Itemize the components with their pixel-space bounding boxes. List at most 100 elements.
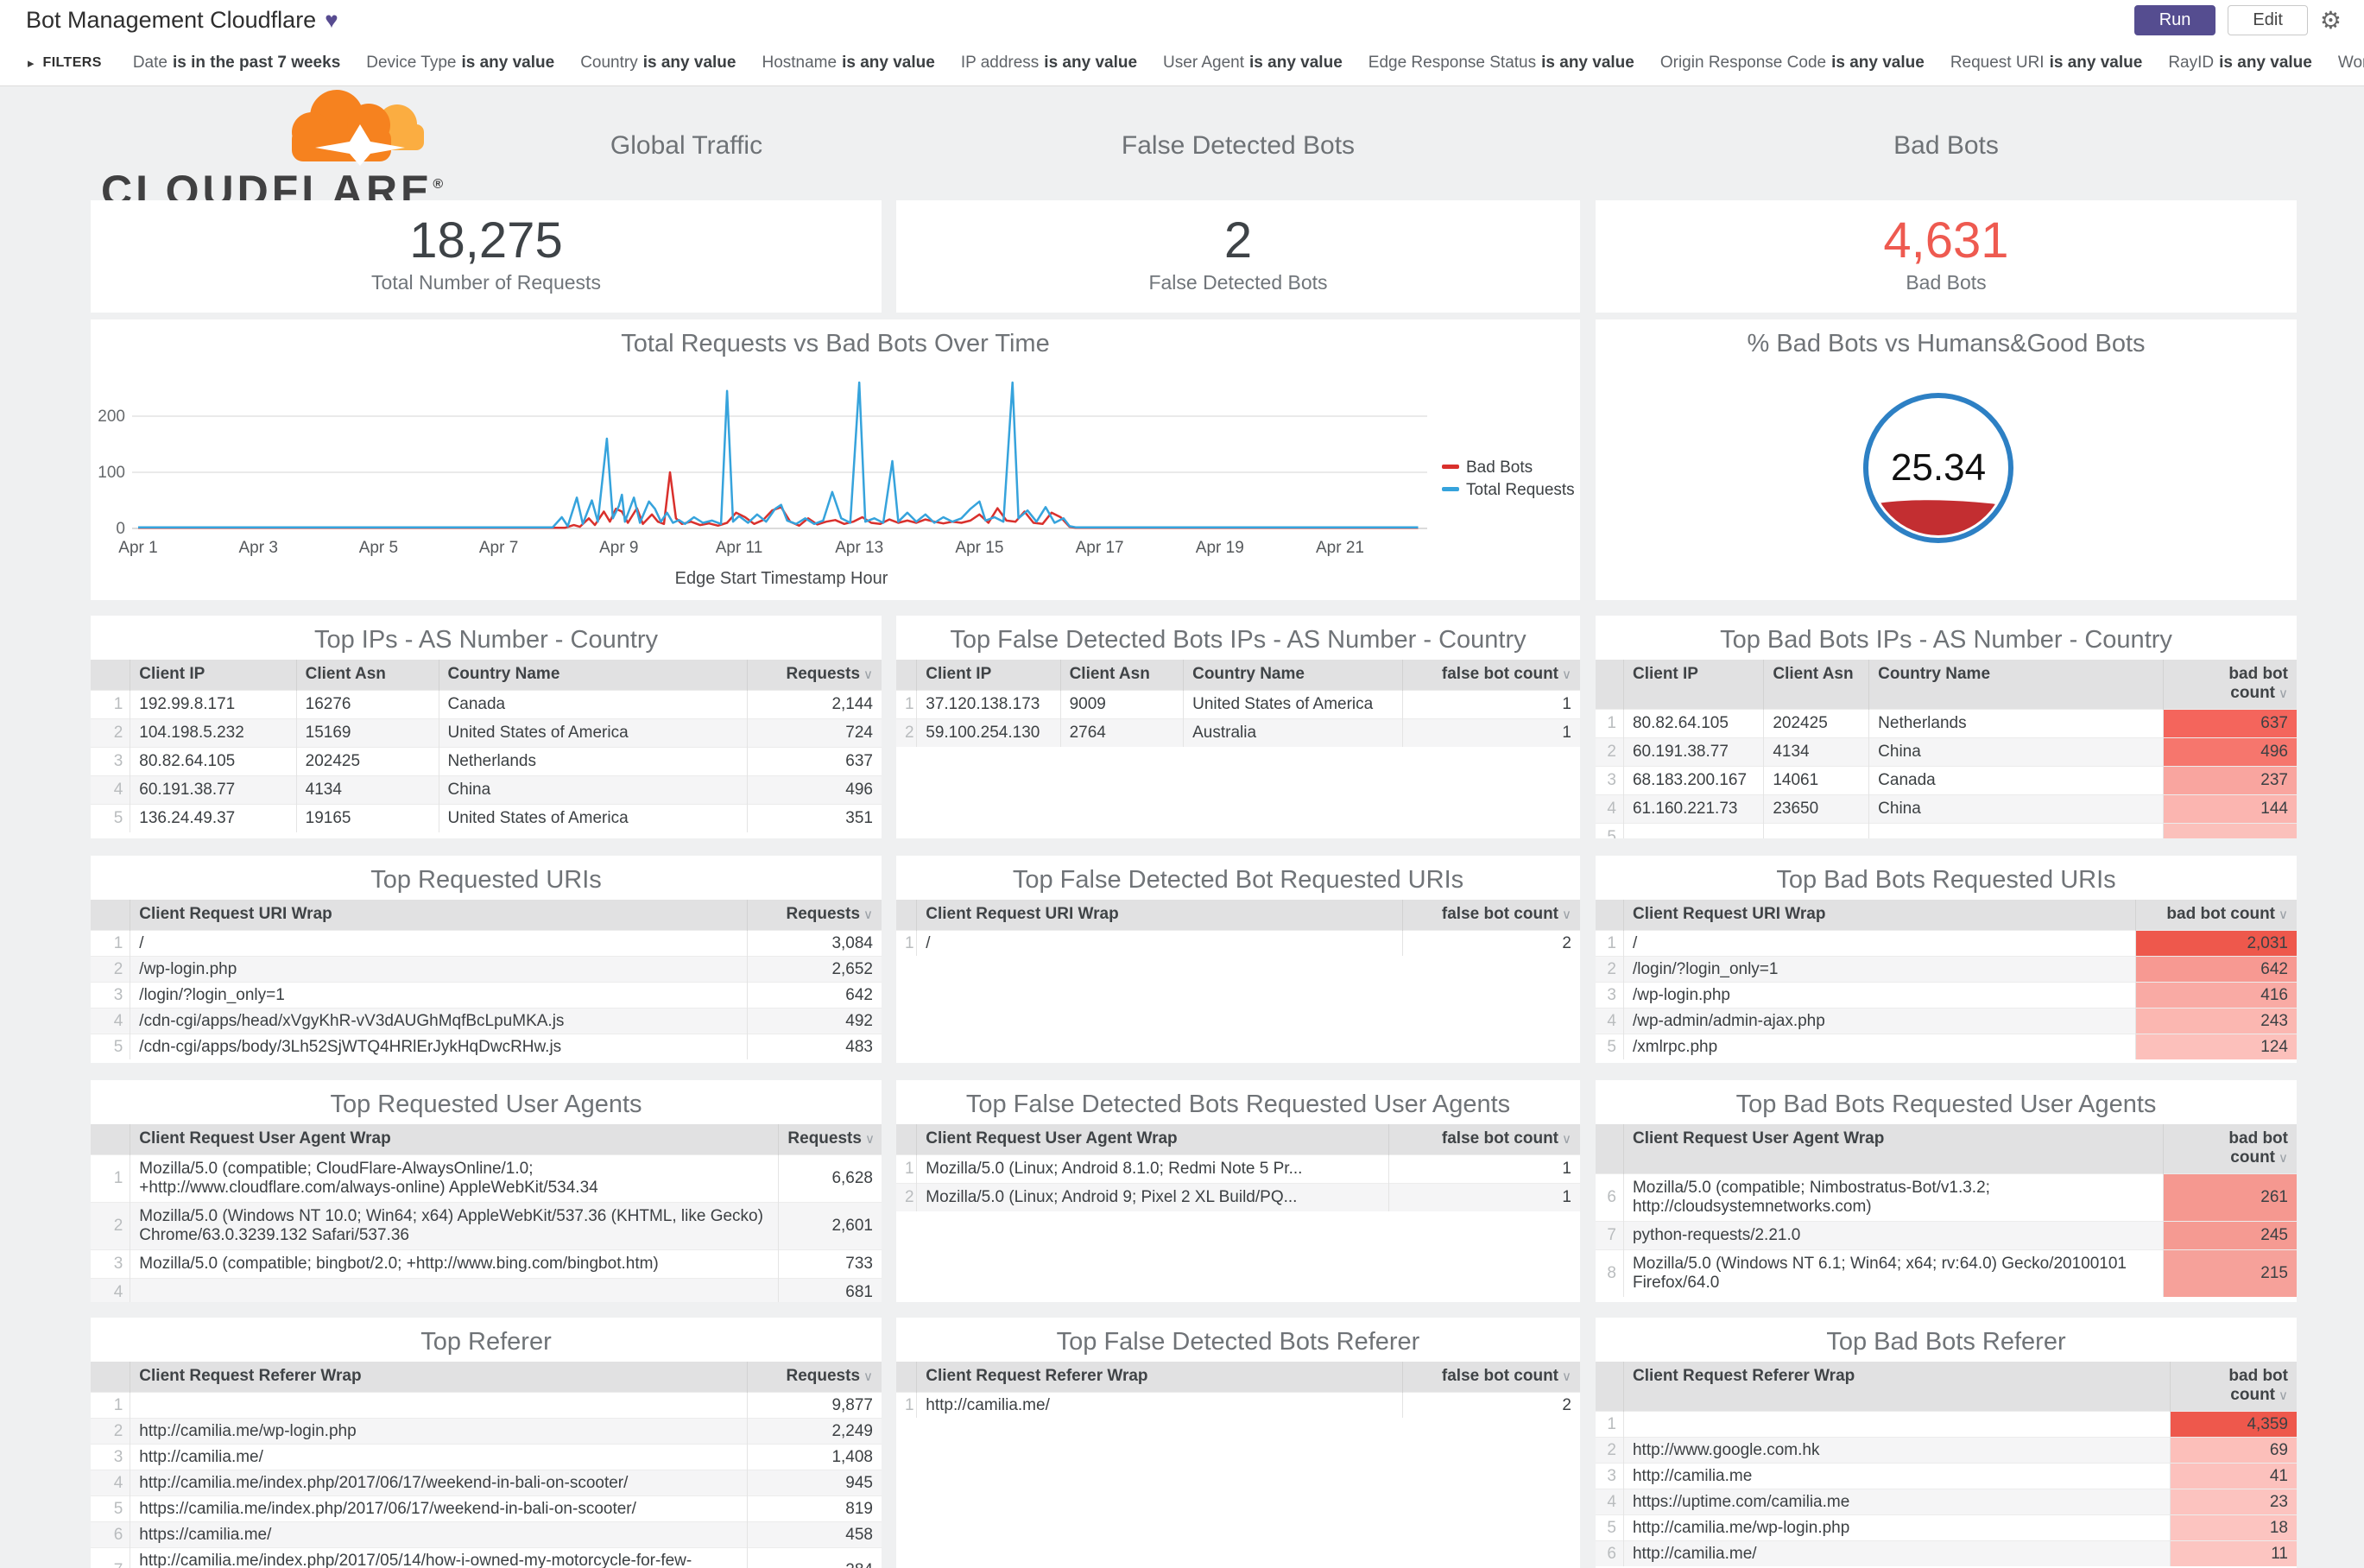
filter-item[interactable]: Country is any value: [580, 53, 736, 72]
table-cell[interactable]: http://www.google.com.hk: [1622, 1437, 2171, 1464]
table-row[interactable]: 5 136.24.49.37 19165 United States of Ameri…: [91, 804, 882, 832]
column-header[interactable]: Client Request User Agent Wrap: [916, 1124, 1389, 1155]
table-cell[interactable]: /: [130, 930, 748, 957]
filter-item[interactable]: Worker Subrequestis...: [2337, 53, 2364, 72]
table-cell[interactable]: 2,601: [778, 1202, 882, 1250]
table-cell[interactable]: 496: [2163, 737, 2297, 767]
column-header[interactable]: Requests ∨: [746, 900, 882, 931]
table-cell[interactable]: Canada: [438, 690, 748, 719]
table-row[interactable]: 5/xmlrpc.php 124: [1596, 1034, 2297, 1059]
table-row[interactable]: 7 python-requests/2.21.0 245: [1596, 1221, 2297, 1250]
table-row[interactable]: 2/login/?login_only=1 642: [1596, 956, 2297, 983]
table-row[interactable]: 1 http://camilia.me/2: [896, 1392, 1580, 1418]
table-cell[interactable]: /wp-login.php: [130, 956, 748, 983]
sort-chevron-icon[interactable]: ∨: [1562, 907, 1571, 922]
table-cell[interactable]: 1: [1387, 1154, 1580, 1184]
column-header[interactable]: Client Request User Agent Wrap: [130, 1124, 779, 1155]
table-row[interactable]: 1/2: [896, 930, 1580, 956]
table-cell[interactable]: China: [1868, 737, 2164, 767]
table-cell[interactable]: 16276: [295, 690, 439, 719]
filter-item[interactable]: IP address is any value: [960, 53, 1138, 72]
table-row[interactable]: 2/wp-login.php 2,652: [91, 956, 882, 983]
table-cell[interactable]: 1: [1401, 718, 1580, 747]
table-cell[interactable]: [1868, 823, 2164, 838]
table-cell[interactable]: http://camilia.me/wp-login.php: [130, 1418, 748, 1445]
table-cell[interactable]: 243: [2134, 1008, 2297, 1034]
table-cell[interactable]: python-requests/2.21.0: [1622, 1221, 2164, 1250]
table-row[interactable]: 3 http://camilia.me/1,408: [91, 1444, 882, 1470]
table-cell[interactable]: Mozilla/5.0 (Linux; Android 9; Pixel 2 X…: [916, 1183, 1389, 1211]
column-header[interactable]: bad bot count ∨: [2170, 1362, 2297, 1412]
column-header[interactable]: false bot count ∨: [1401, 660, 1580, 691]
sort-chevron-icon[interactable]: ∨: [863, 667, 873, 682]
table-row[interactable]: 2 Mozilla/5.0 (Windows NT 10.0; Win64; x6…: [91, 1202, 882, 1250]
table-row[interactable]: 2 http://www.google.com.hk 69: [1596, 1437, 2297, 1464]
table-cell[interactable]: 733: [778, 1249, 882, 1279]
table-row[interactable]: 2 59.100.254.130 2764 Australia 1: [896, 718, 1580, 747]
table-cell[interactable]: 819: [746, 1495, 882, 1522]
filter-item[interactable]: Hostname is any value: [762, 53, 935, 72]
table-cell[interactable]: https://camilia.me/index.php/2017/06/17/…: [130, 1495, 748, 1522]
table-cell[interactable]: 945: [746, 1470, 882, 1496]
line-chart[interactable]: 0 100 200 Apr 1 Apr 3 Apr 5 Apr 7 Apr 9 Apr 11 Ap…: [91, 363, 1580, 600]
table-cell[interactable]: http://camilia.me/index.php/2017/06/17/w…: [130, 1470, 748, 1496]
table-cell[interactable]: 458: [746, 1521, 882, 1548]
column-header[interactable]: Client Request URI Wrap: [916, 900, 1403, 931]
table-cell[interactable]: [1763, 823, 1869, 838]
table-cell[interactable]: http://camilia.me/wp-login.php: [1622, 1514, 2171, 1541]
column-header[interactable]: Client Asn: [295, 660, 439, 691]
filters-label[interactable]: FILTERS: [42, 54, 102, 70]
table-cell[interactable]: 681: [778, 1278, 882, 1302]
run-button[interactable]: Run: [2133, 4, 2216, 35]
sort-chevron-icon[interactable]: ∨: [2279, 686, 2288, 701]
table-row[interactable]: 4 681: [91, 1278, 882, 1302]
sort-chevron-icon[interactable]: ∨: [2279, 907, 2288, 922]
column-header[interactable]: bad bot count ∨: [2163, 660, 2297, 710]
table-cell[interactable]: 60.191.38.77: [130, 775, 297, 805]
table-cell[interactable]: 9009: [1059, 690, 1184, 719]
table-cell[interactable]: [130, 1392, 748, 1419]
table-cell[interactable]: 1: [1387, 1183, 1580, 1211]
table-cell[interactable]: 192.99.8.171: [130, 690, 297, 719]
table-row[interactable]: 4 http://camilia.me/index.php/2017/06/17/…: [91, 1470, 882, 1496]
table-row[interactable]: 1 /3,084: [91, 930, 882, 957]
table-cell[interactable]: 215: [2163, 1249, 2297, 1297]
table-cell[interactable]: 124: [2134, 1034, 2297, 1059]
table-cell[interactable]: /: [916, 930, 1403, 956]
table-cell[interactable]: United States of America: [438, 804, 748, 832]
table-row[interactable]: 5/cdn-cgi/apps/body/3Lh52SjWTQ4HRlErJykH…: [91, 1034, 882, 1059]
table-cell[interactable]: http://camilia.me/: [916, 1392, 1403, 1418]
table-cell[interactable]: [130, 1278, 779, 1302]
table-cell[interactable]: 59.100.254.130: [916, 718, 1061, 747]
table-cell[interactable]: 19165: [295, 804, 439, 832]
column-header[interactable]: Client Request URI Wrap: [130, 900, 748, 931]
table-cell[interactable]: https://camilia.me/: [130, 1521, 748, 1548]
table-cell[interactable]: United States of America: [1183, 690, 1403, 719]
table-cell[interactable]: /login/?login_only=1: [130, 982, 748, 1008]
column-header[interactable]: Client Request Referer Wrap: [1622, 1362, 2171, 1412]
table-cell[interactable]: United States of America: [438, 718, 748, 748]
table-cell[interactable]: 69: [2170, 1437, 2297, 1464]
sort-chevron-icon[interactable]: ∨: [1562, 1369, 1571, 1384]
table-cell[interactable]: 80.82.64.105: [130, 747, 297, 776]
sort-chevron-icon[interactable]: ∨: [1562, 1132, 1571, 1147]
sort-chevron-icon[interactable]: ∨: [863, 1369, 873, 1384]
table-cell[interactable]: 23650: [1763, 794, 1869, 824]
table-cell[interactable]: 18: [2170, 1514, 2297, 1541]
table-cell[interactable]: 80.82.64.105: [1622, 709, 1764, 738]
table-cell[interactable]: 2,031: [2134, 930, 2297, 957]
table-cell[interactable]: http://camilia.me/: [130, 1444, 748, 1470]
table-row[interactable]: 2 104.198.5.232 15169 United States of Amer…: [91, 718, 882, 748]
table-cell[interactable]: Canada: [1868, 766, 2164, 795]
column-header[interactable]: Client IP: [916, 660, 1061, 691]
table-cell[interactable]: 245: [2163, 1221, 2297, 1250]
table-row[interactable]: 1 192.99.8.171 16276 Canada 2,144: [91, 690, 882, 719]
column-header[interactable]: Client IP: [1622, 660, 1764, 710]
table-row[interactable]: 3/login/?login_only=1 642: [91, 982, 882, 1008]
sort-chevron-icon[interactable]: ∨: [863, 907, 873, 922]
table-cell[interactable]: 351: [746, 804, 882, 832]
column-header[interactable]: Country Name: [1868, 660, 2164, 710]
table-row[interactable]: 1 4,359: [1596, 1411, 2297, 1438]
table-cell[interactable]: 637: [2163, 709, 2297, 738]
column-header[interactable]: bad bot count ∨: [2163, 1124, 2297, 1174]
